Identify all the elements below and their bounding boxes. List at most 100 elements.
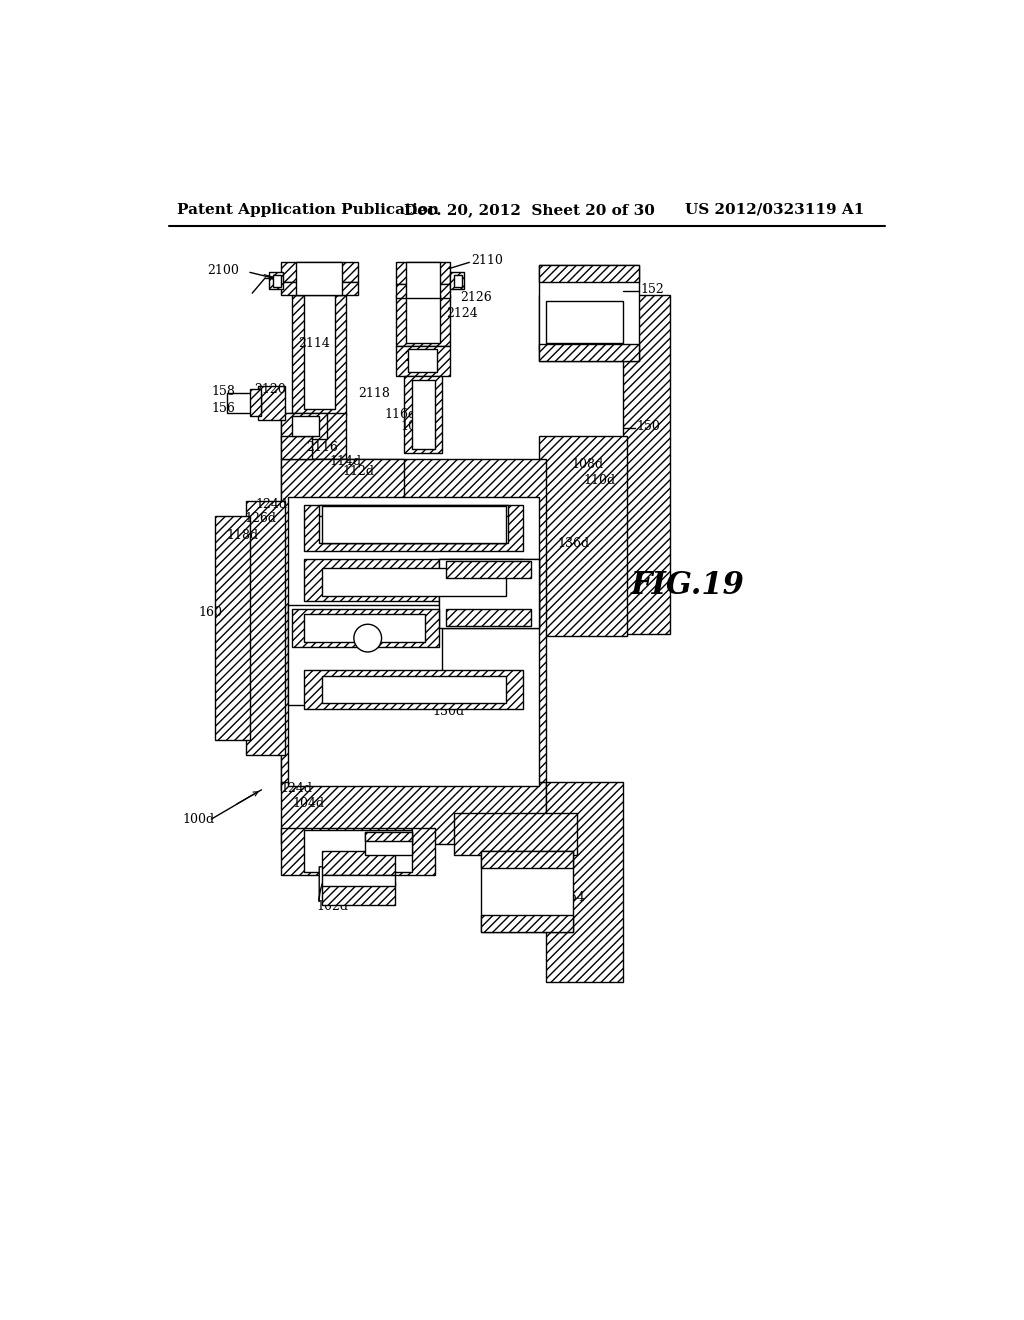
Bar (539, 345, 639, 360)
Bar (438, 558, 539, 628)
Bar (322, 851, 394, 874)
Bar (281, 436, 311, 459)
Bar (407, 263, 440, 298)
Bar (396, 263, 451, 284)
Text: 102d: 102d (316, 900, 349, 913)
Text: 156: 156 (211, 403, 236, 416)
Bar (281, 412, 346, 459)
Bar (366, 832, 412, 855)
Text: 118d: 118d (226, 529, 259, 543)
Text: 2100: 2100 (208, 264, 240, 277)
Bar (408, 350, 437, 372)
Bar (258, 385, 285, 420)
Bar (396, 284, 451, 298)
Text: 132d: 132d (454, 694, 486, 708)
Text: 116d: 116d (385, 408, 417, 421)
Bar (304, 830, 412, 873)
Bar (446, 609, 531, 626)
Bar (396, 296, 451, 346)
Text: 126d: 126d (245, 512, 276, 525)
Text: 124d: 124d (255, 499, 288, 511)
Bar (539, 436, 628, 636)
Bar (292, 296, 346, 414)
Text: 2110: 2110 (471, 253, 503, 267)
Bar (296, 263, 342, 296)
Bar (446, 561, 531, 578)
Text: 130d: 130d (432, 705, 465, 718)
Bar (322, 676, 506, 702)
Bar (281, 459, 403, 789)
Text: 2120: 2120 (254, 383, 286, 396)
Text: 100d: 100d (183, 813, 215, 825)
Bar (281, 829, 435, 874)
Bar (281, 781, 547, 843)
Text: 128d: 128d (337, 681, 369, 694)
Bar (304, 671, 523, 709)
Text: 131d: 131d (350, 631, 382, 644)
Text: FIG.19: FIG.19 (631, 570, 744, 601)
Text: 112d: 112d (342, 465, 375, 478)
Circle shape (354, 624, 382, 652)
Bar (281, 281, 357, 296)
Text: 2124: 2124 (446, 308, 478, 321)
Bar (304, 296, 335, 409)
Bar (215, 516, 250, 739)
Text: 114d: 114d (330, 454, 361, 467)
Text: Dec. 20, 2012  Sheet 20 of 30: Dec. 20, 2012 Sheet 20 of 30 (403, 203, 654, 216)
Bar (539, 264, 639, 281)
Text: 110d: 110d (584, 474, 615, 487)
Bar (289, 498, 539, 785)
Bar (454, 276, 462, 286)
Text: 134d: 134d (475, 680, 508, 693)
Text: 124d: 124d (281, 781, 312, 795)
Bar (289, 605, 442, 705)
Bar (304, 558, 523, 601)
Bar (322, 507, 506, 544)
Bar (624, 296, 670, 635)
Bar (281, 263, 357, 281)
Polygon shape (319, 859, 388, 902)
Text: 150: 150 (637, 420, 660, 433)
Text: 2126: 2126 (460, 290, 492, 304)
Text: 152: 152 (640, 282, 664, 296)
Text: 2118: 2118 (357, 387, 389, 400)
Bar (319, 515, 508, 544)
Bar (547, 301, 624, 343)
Text: 104d: 104d (292, 797, 325, 810)
Bar (250, 389, 261, 416)
Bar (269, 272, 283, 289)
Bar (322, 568, 506, 595)
Bar (304, 506, 523, 552)
Bar (292, 416, 319, 436)
Bar (281, 459, 547, 789)
Bar (481, 915, 573, 932)
Bar (412, 380, 435, 449)
Bar (273, 275, 281, 286)
Bar (481, 851, 573, 932)
Bar (481, 851, 573, 869)
Text: 2116: 2116 (306, 441, 338, 454)
Bar (396, 346, 451, 376)
Text: Patent Application Publication: Patent Application Publication (177, 203, 438, 216)
Bar (539, 264, 639, 360)
Text: 108d: 108d (571, 458, 604, 471)
Bar (322, 882, 394, 906)
Bar (454, 813, 578, 855)
Text: 160: 160 (199, 606, 222, 619)
Text: 136d: 136d (558, 537, 590, 550)
Bar (407, 296, 440, 343)
Bar (322, 874, 394, 886)
Text: 2114: 2114 (298, 337, 331, 350)
Bar (319, 506, 508, 516)
Text: 158: 158 (211, 385, 236, 399)
Bar (539, 296, 628, 350)
Text: 154: 154 (562, 891, 586, 904)
Bar (304, 614, 425, 642)
Text: US 2012/0323119 A1: US 2012/0323119 A1 (685, 203, 864, 216)
Text: 2112: 2112 (403, 351, 435, 363)
Bar (403, 376, 442, 453)
Bar (547, 781, 624, 982)
Bar (366, 832, 412, 841)
Bar (451, 272, 464, 289)
Bar (226, 393, 261, 412)
